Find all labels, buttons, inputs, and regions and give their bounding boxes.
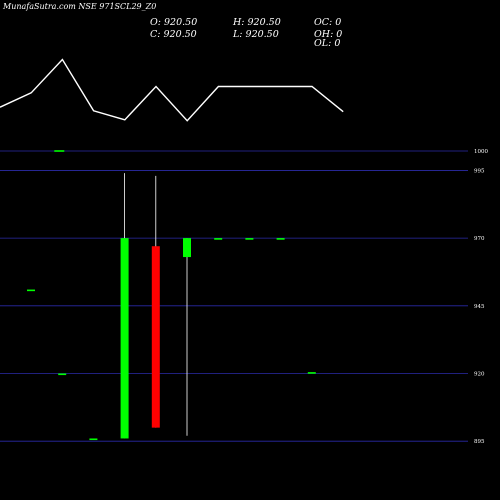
- candle: [245, 238, 254, 240]
- y-tick-label: 895: [474, 439, 485, 445]
- indicator-layer: [0, 58, 344, 152]
- candle: [151, 175, 160, 428]
- y-tick-label: 970: [474, 236, 485, 242]
- candle-body: [183, 238, 191, 258]
- candle-body: [27, 289, 35, 292]
- ol-readout: OL: 0: [314, 38, 340, 49]
- chart-title: MunafaSutra.com NSE 971SCL29_Z0: [2, 2, 156, 11]
- candle-body: [58, 373, 67, 376]
- candle-body: [307, 372, 316, 374]
- oc-readout: OC: 0: [314, 17, 341, 28]
- candle: [276, 238, 285, 240]
- close-readout: C: 920.50: [150, 29, 197, 40]
- candle: [183, 238, 191, 436]
- indicator-line: [0, 58, 344, 122]
- oh-readout: OH: 0: [314, 29, 342, 40]
- candle: [307, 372, 316, 374]
- candle-body: [89, 438, 98, 441]
- candle-layer: [27, 173, 316, 441]
- grid-layer: 1000 995 970 945 920 895: [0, 149, 488, 445]
- y-tick-label: 995: [474, 168, 485, 174]
- candle-body: [245, 238, 254, 240]
- candle: [214, 238, 223, 240]
- candle: [27, 289, 35, 292]
- low-readout: L: 920.50: [232, 29, 279, 40]
- y-tick-label: 920: [474, 371, 485, 377]
- candle: [58, 373, 67, 376]
- high-readout: H: 920.50: [232, 17, 281, 28]
- candle: [89, 438, 98, 441]
- candle: [120, 173, 129, 439]
- open-readout: O: 920.50: [150, 17, 197, 28]
- y-tick-label: 945: [474, 304, 485, 310]
- candle-body: [120, 238, 129, 439]
- candle-body: [276, 238, 285, 240]
- candle-body: [214, 238, 223, 240]
- candle-body: [151, 246, 160, 428]
- y-tick-label: 1000: [474, 149, 488, 155]
